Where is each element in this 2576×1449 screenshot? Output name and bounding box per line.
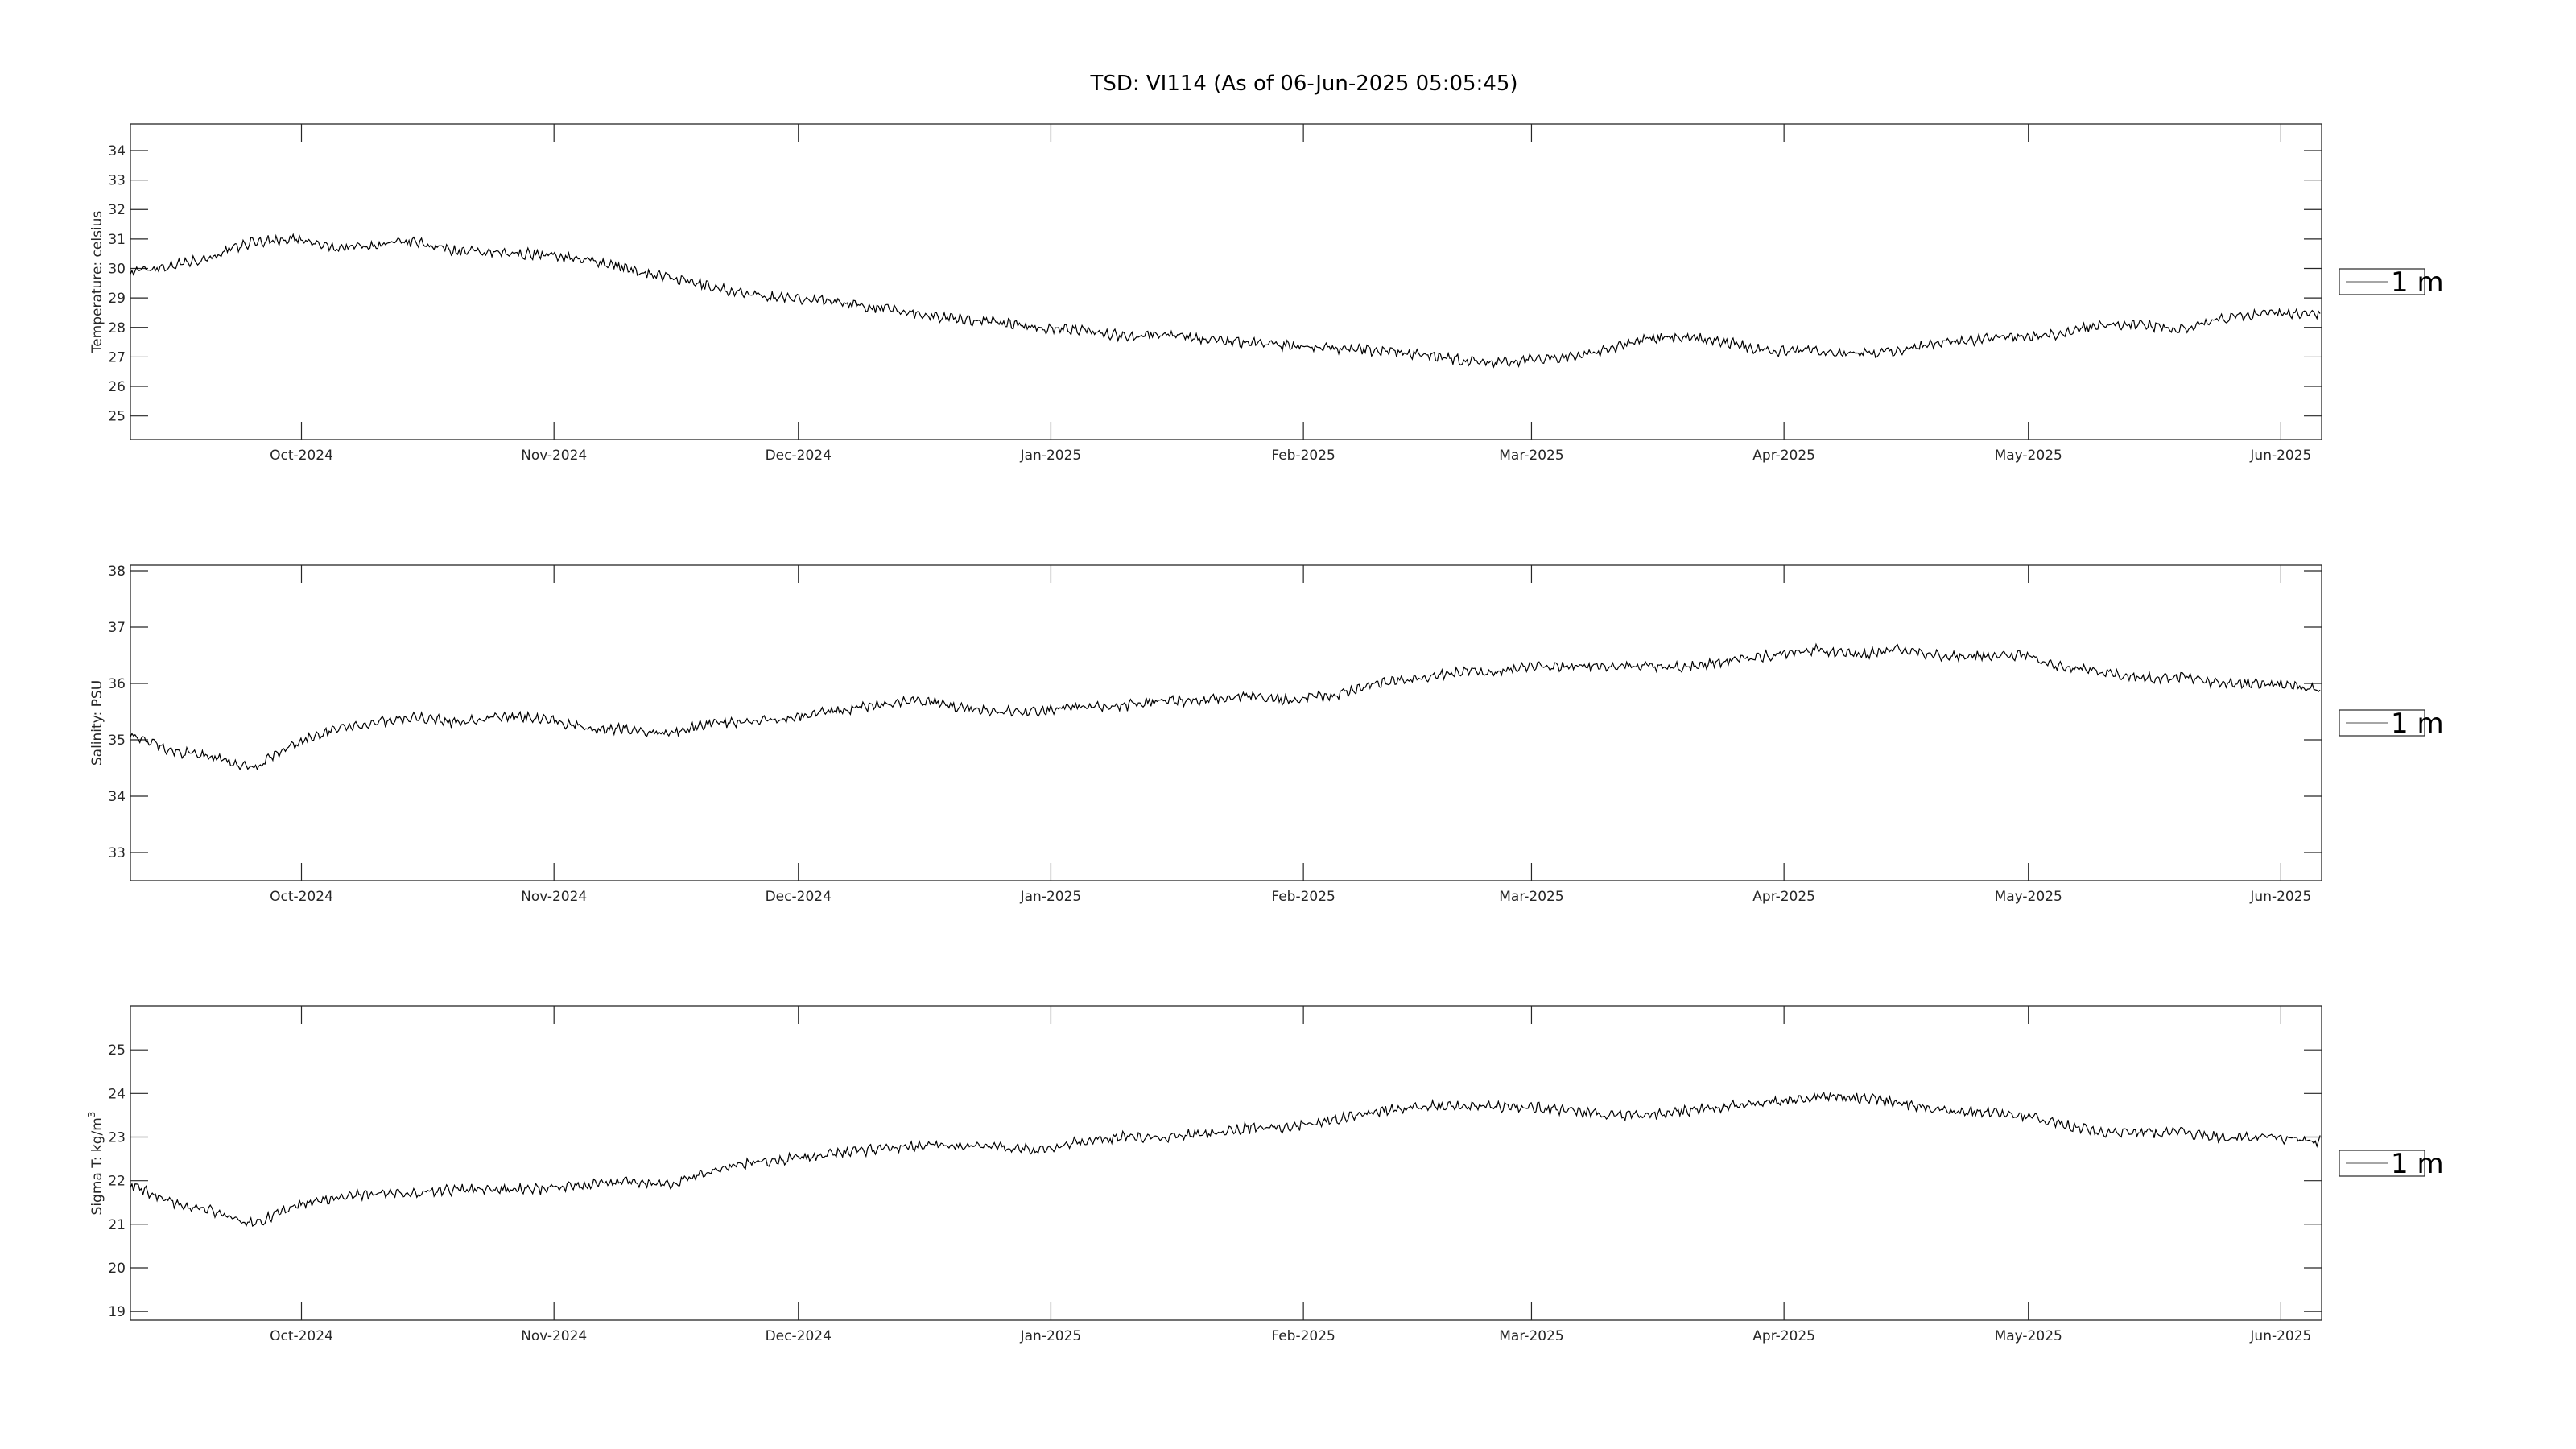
sigma-t-xtick-label: Jan-2025 [1020, 1328, 1082, 1344]
salinity-xtick-label: Nov-2024 [521, 889, 587, 905]
temperature-ytick-label: 25 [108, 409, 126, 425]
temperature-series-line [130, 233, 2321, 369]
salinity-ylabel: Salinity: PSU [89, 680, 105, 766]
salinity-ylabel-text: Salinity: PSU [89, 680, 105, 766]
sigma-t-axes-box [130, 1005, 2322, 1321]
salinity-ytick-label: 35 [108, 733, 126, 749]
sigma-t-legend: 1 m [2339, 1148, 2444, 1180]
sigma-t-ytick-label: 22 [108, 1174, 126, 1190]
salinity-xtick-label: Feb-2025 [1271, 889, 1335, 905]
salinity-ytick-label: 37 [108, 620, 126, 636]
sigma-t-ytick-label: 20 [108, 1261, 126, 1277]
sigma-t-ytick-label: 25 [108, 1042, 126, 1059]
temperature-ytick-label: 29 [108, 291, 126, 307]
salinity-ytick-label: 38 [108, 564, 126, 580]
salinity-series-line [130, 642, 2321, 771]
temperature-xtick-label: Dec-2024 [766, 448, 832, 464]
sigma-t-panel: 19 20 21 22 23 24 25 Oct-2024 Nov-2024 Dec-2024 Ja… [86, 1005, 2444, 1344]
temperature-xtick-label: Mar-2025 [1499, 448, 1563, 464]
temperature-ytick-label: 30 [108, 262, 126, 278]
figure-title: TSD: VI114 (As of 06-Jun-2025 05:05:45) [1089, 72, 1517, 96]
sigma-t-ytick-label: 23 [108, 1130, 126, 1146]
temperature-panel: 25 26 27 28 29 30 31 32 33 34 Oct-2024 Nov-2024 Dec-… [89, 123, 2444, 464]
temperature-axes-box [130, 123, 2322, 440]
temperature-ytick-label: 27 [108, 349, 126, 365]
salinity-xtick-label: Mar-2025 [1499, 889, 1563, 905]
salinity-xtick-label: Apr-2025 [1752, 889, 1815, 905]
salinity-xtick-label: Dec-2024 [766, 889, 832, 905]
temperature-xtick-label: Oct-2024 [270, 448, 333, 464]
temperature-ylabel-text: Temperature: celsius [89, 211, 105, 354]
temperature-ytick-label: 32 [108, 202, 126, 218]
sigma-t-legend-label: 1 m [2391, 1148, 2444, 1180]
temperature-legend-label: 1 m [2391, 266, 2444, 299]
salinity-xtick-label: Jun-2025 [2249, 889, 2311, 905]
temperature-ytick-label: 34 [108, 143, 126, 159]
temperature-xtick-label: Apr-2025 [1752, 448, 1815, 464]
salinity-xtick-label: Oct-2024 [270, 889, 333, 905]
sigma-t-xtick-label: Dec-2024 [766, 1328, 832, 1344]
sigma-t-ytick-label: 19 [108, 1304, 126, 1320]
sigma-t-series-line [130, 1092, 2321, 1228]
temperature-xtick-label: Jan-2025 [1020, 448, 1082, 464]
temperature-xtick-label: Nov-2024 [521, 448, 587, 464]
sigma-t-ylabel-superscript: 3 [86, 1112, 97, 1118]
salinity-legend: 1 m [2339, 708, 2444, 740]
temperature-ylabel: Temperature: celsius [89, 211, 105, 354]
temperature-ytick-label: 28 [108, 320, 126, 336]
temperature-xtick-label: Jun-2025 [2249, 448, 2311, 464]
temperature-ytick-label: 26 [108, 379, 126, 395]
sigma-t-ylabel-text: Sigma T: kg/m [89, 1117, 105, 1215]
salinity-axes-box [130, 564, 2322, 881]
salinity-panel: 33 34 35 36 37 38 Oct-2024 Nov-2024 Dec-2024 Jan-… [89, 564, 2444, 905]
sigma-t-xtick-label: Apr-2025 [1752, 1328, 1815, 1344]
sigma-t-xtick-label: Feb-2025 [1271, 1328, 1335, 1344]
sigma-t-xtick-label: Nov-2024 [521, 1328, 587, 1344]
sigma-t-ytick-label: 21 [108, 1217, 126, 1233]
sigma-t-xtick-label: May-2025 [1995, 1328, 2062, 1344]
salinity-ytick-label: 34 [108, 789, 126, 805]
salinity-xtick-label: Jan-2025 [1020, 889, 1082, 905]
salinity-ytick-label: 33 [108, 845, 126, 861]
salinity-legend-label: 1 m [2391, 708, 2444, 740]
sigma-t-ylabel: Sigma T: kg/m3 [86, 1112, 105, 1216]
sigma-t-xtick-label: Jun-2025 [2249, 1328, 2311, 1344]
salinity-ytick-label: 36 [108, 676, 126, 692]
temperature-xtick-label: Feb-2025 [1271, 448, 1335, 464]
sigma-t-ytick-label: 24 [108, 1086, 126, 1102]
temperature-xtick-label: May-2025 [1995, 448, 2062, 464]
sigma-t-xtick-label: Mar-2025 [1499, 1328, 1563, 1344]
temperature-ytick-label: 31 [108, 232, 126, 248]
salinity-xtick-label: May-2025 [1995, 889, 2062, 905]
temperature-ytick-label: 33 [108, 173, 126, 189]
temperature-legend: 1 m [2339, 266, 2444, 299]
sigma-t-xtick-label: Oct-2024 [270, 1328, 333, 1344]
